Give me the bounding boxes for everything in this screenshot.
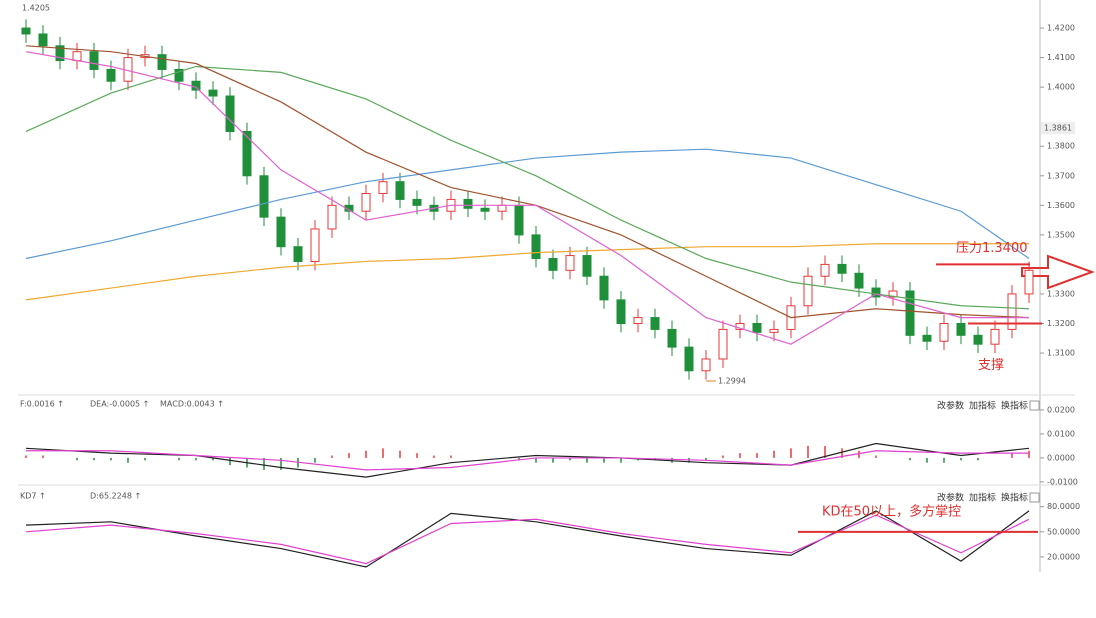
- candle-body: [174, 68, 184, 82]
- candle-body: [208, 89, 218, 97]
- resistance-label: 压力1.3400: [956, 241, 1028, 256]
- support-label: 支撑: [978, 358, 1004, 373]
- last-price-label: 1.3861: [1044, 124, 1072, 133]
- indicator-line: [25, 243, 1029, 301]
- candle-body: [684, 346, 694, 372]
- close-button[interactable]: [1029, 492, 1040, 503]
- indicator-line: [25, 514, 1030, 565]
- candle-body: [276, 216, 286, 248]
- y-tick-label: 1.4200: [1047, 24, 1075, 33]
- indicator-header: MACD:0.0043 ↑: [160, 400, 224, 409]
- candle-body: [871, 287, 881, 298]
- indicator-button[interactable]: 加指标: [969, 400, 996, 412]
- candle-body: [956, 323, 966, 336]
- candle-body: [259, 175, 269, 218]
- indicator-button[interactable]: 加指标: [969, 492, 996, 504]
- candle-body: [412, 198, 422, 206]
- y-tick-label: 1.3200: [1047, 319, 1075, 328]
- close-button[interactable]: [1029, 400, 1040, 411]
- y-tick-label: 80.0000: [1047, 502, 1080, 511]
- y-tick-label: 1.4100: [1047, 53, 1075, 62]
- y-tick-label: 0.0000: [1047, 453, 1075, 462]
- candle-body: [72, 51, 82, 62]
- y-tick-label: 1.3600: [1047, 201, 1075, 210]
- candle-body: [922, 334, 932, 342]
- candle-body: [616, 299, 626, 325]
- indicator-line: [26, 450, 1029, 471]
- indicator-header: KD7 ↑: [20, 492, 46, 501]
- candle-body: [803, 275, 813, 307]
- y-tick-label: 0.0200: [1047, 405, 1075, 414]
- candle-body: [514, 204, 524, 236]
- candle-body: [650, 317, 660, 330]
- candle-body: [939, 323, 949, 342]
- candle-body: [157, 54, 167, 70]
- y-tick-label: 1.3300: [1047, 289, 1075, 298]
- candle-body: [599, 275, 609, 301]
- indicator-line: [25, 51, 1029, 345]
- candle-body: [718, 328, 728, 360]
- candle-body: [548, 258, 558, 271]
- candle-body: [667, 328, 677, 348]
- candle-body: [242, 130, 252, 177]
- candle-body: [531, 234, 541, 260]
- y-tick-label: 1.4000: [1047, 83, 1075, 92]
- candle-body: [565, 255, 575, 271]
- candle-body: [89, 51, 99, 70]
- candle-body: [497, 204, 507, 212]
- y-tick-label: 1.3100: [1047, 349, 1075, 358]
- candle-body: [106, 68, 116, 82]
- indicator-button[interactable]: 改参数: [937, 400, 964, 412]
- candle-body: [361, 193, 371, 212]
- candle-body: [990, 328, 1000, 345]
- candle-body: [854, 272, 864, 289]
- candle-body: [225, 95, 235, 132]
- candle-body: [191, 80, 201, 91]
- candle-body: [1024, 269, 1034, 295]
- candle-body: [310, 228, 320, 262]
- y-tick-label: 20.0000: [1047, 552, 1080, 561]
- indicator-line: [25, 510, 1030, 568]
- candle-body: [769, 328, 779, 333]
- y-tick-label: 1.3700: [1047, 171, 1075, 180]
- y-tick-label: -0.0100: [1047, 477, 1078, 486]
- candle-body: [701, 358, 711, 372]
- indicator-button[interactable]: 换指标: [1001, 492, 1028, 504]
- indicator-header: F:0.0016 ↑: [20, 400, 64, 409]
- candle-body: [1007, 293, 1017, 330]
- last-price-box: [1041, 122, 1075, 135]
- candle-body: [38, 33, 48, 47]
- indicator-button[interactable]: 改参数: [937, 492, 964, 504]
- candle-body: [633, 317, 643, 325]
- candle-body: [480, 207, 490, 212]
- candle-body: [837, 263, 847, 274]
- candle-body: [973, 334, 983, 345]
- level-label: KD在50以上，多方掌控: [822, 503, 961, 519]
- indicator-button[interactable]: 换指标: [1001, 400, 1028, 412]
- candle-body: [327, 204, 337, 230]
- y-tick-label: 50.0000: [1047, 527, 1080, 536]
- y-tick-label: 1.3800: [1047, 142, 1075, 151]
- candle-body: [820, 263, 830, 277]
- high-label: 1.4205: [22, 4, 50, 13]
- indicator-line: [25, 148, 1030, 260]
- low-label: 1.2994: [718, 377, 746, 386]
- candle-body: [905, 290, 915, 336]
- candle-body: [463, 198, 473, 209]
- indicator-header: DEA:-0.0005 ↑: [90, 400, 149, 409]
- candle-body: [582, 255, 592, 277]
- candle-body: [378, 181, 388, 195]
- candle-body: [21, 27, 31, 35]
- y-tick-label: 1.3500: [1047, 230, 1075, 239]
- indicator-header: D:65.2248 ↑: [90, 492, 141, 501]
- candle-body: [293, 246, 303, 262]
- candle-body: [55, 45, 65, 62]
- candle-body: [395, 181, 405, 200]
- y-tick-label: 0.0100: [1047, 429, 1075, 438]
- candle-body: [752, 323, 762, 333]
